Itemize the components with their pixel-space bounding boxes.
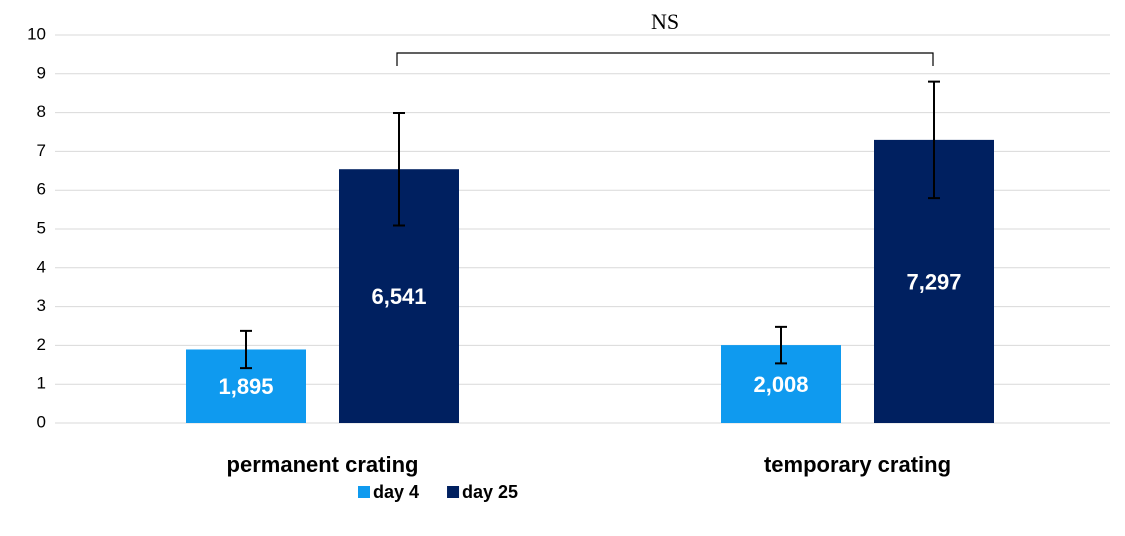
error-bar-line xyxy=(393,111,405,227)
y-tick-label: 6 xyxy=(37,180,46,199)
annotation: NS xyxy=(651,9,679,34)
value-label: 2,008 xyxy=(753,372,808,397)
y-tick-label: 4 xyxy=(37,257,46,276)
legend-label: day 25 xyxy=(462,482,518,502)
y-tick-label: 5 xyxy=(37,218,46,237)
y-tick-label: 0 xyxy=(37,412,46,431)
value-label: 7,297 xyxy=(906,269,961,294)
y-tick-label: 10 xyxy=(27,24,46,43)
legend-label: day 4 xyxy=(373,482,419,502)
error-bar xyxy=(775,325,787,365)
y-tick-label: 7 xyxy=(37,141,46,160)
error-bar xyxy=(393,111,405,227)
error-bar xyxy=(928,80,940,200)
y-tick-label: 9 xyxy=(37,63,46,82)
error-bar-line xyxy=(240,329,252,370)
y-tick-label: 2 xyxy=(37,335,46,354)
y-tick-label: 3 xyxy=(37,296,46,315)
x-tick-label: temporary crating xyxy=(764,452,951,477)
x-tick-label: permanent crating xyxy=(227,452,419,477)
value-label: 1,895 xyxy=(218,374,273,399)
error-bar-line xyxy=(928,80,940,200)
y-tick-label: 8 xyxy=(37,102,46,121)
value-label: 6,541 xyxy=(371,284,426,309)
legend-swatch xyxy=(358,486,370,498)
error-bar xyxy=(240,329,252,370)
y-tick-label: 1 xyxy=(37,374,46,393)
legend-swatch xyxy=(447,486,460,498)
significance-bracket xyxy=(396,52,934,66)
error-bar-line xyxy=(775,325,787,365)
